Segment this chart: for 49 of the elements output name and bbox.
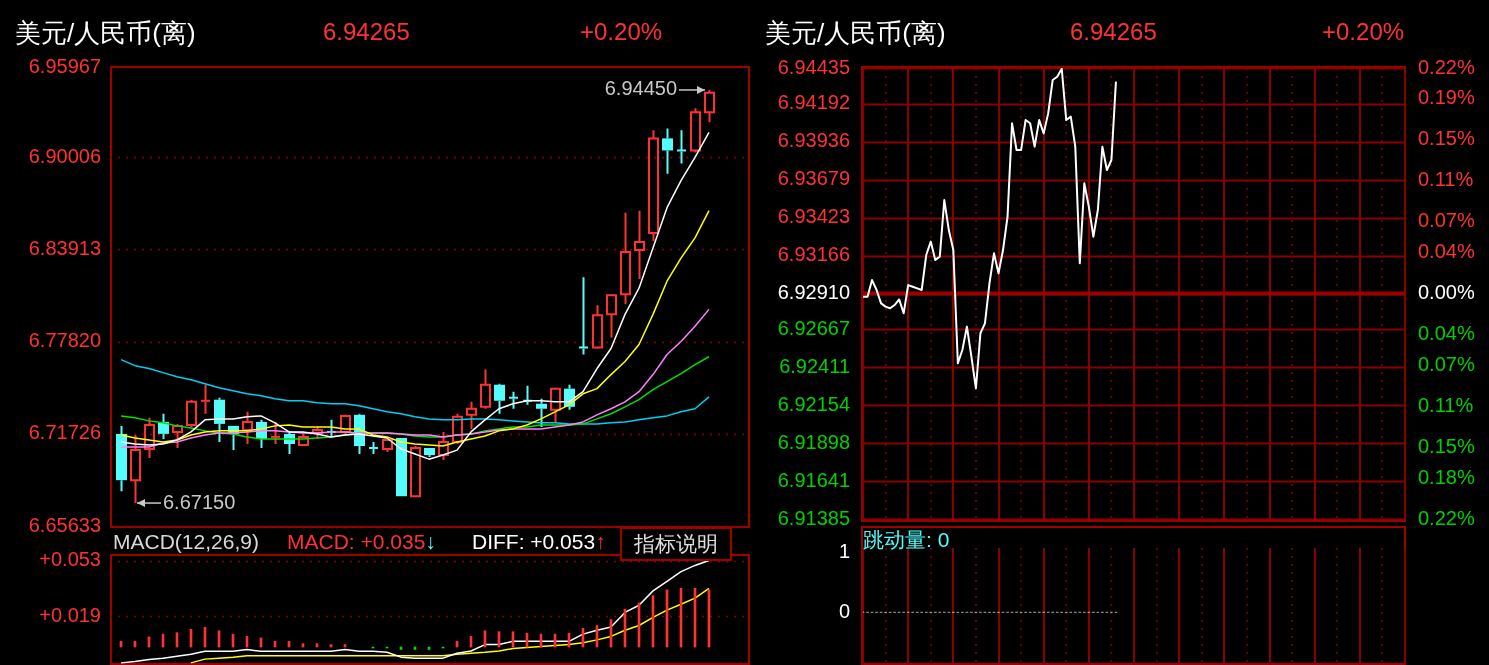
- text: +0.20%: [580, 18, 663, 46]
- y2-tick-label: 0.11%: [1418, 168, 1474, 191]
- y-tick-label: 6.92411: [779, 354, 850, 377]
- y-tick-label: +0.019: [39, 603, 101, 626]
- y2-tick-label: 0.15%: [1418, 434, 1475, 457]
- y-tick-label: 6.93936: [777, 129, 850, 152]
- y-tick-label: 6.92910: [777, 281, 850, 304]
- y-tick-label: 6.93679: [777, 167, 850, 190]
- text: 指标说明: [620, 527, 732, 561]
- y-tick-label: 6.95967: [28, 54, 101, 77]
- annotation: 6.94450: [604, 77, 677, 100]
- y-tick-label: 1: [838, 539, 850, 562]
- text: DIFF: +0.053↑: [472, 530, 606, 553]
- y2-tick-label: 0.07%: [1418, 209, 1475, 232]
- text: 6.94265: [323, 18, 410, 46]
- text: MACD: +0.035↓: [287, 530, 436, 553]
- y-tick-label: 6.94435: [777, 55, 850, 78]
- y-tick-label: 6.91385: [777, 506, 850, 529]
- y-tick-label: 6.71726: [28, 421, 101, 444]
- y-tick-label: 6.92667: [777, 316, 850, 339]
- y-tick-label: 0: [838, 599, 850, 622]
- y-tick-label: 6.91898: [777, 430, 850, 453]
- chart-title: 美元/人民币(离): [15, 17, 196, 50]
- text: 6.94265: [1070, 18, 1157, 46]
- y2-tick-label: 0.15%: [1418, 127, 1475, 150]
- annotation: 6.67150: [163, 490, 236, 513]
- y2-tick-label: 0.22%: [1418, 506, 1475, 529]
- y-tick-label: 6.65633: [28, 513, 101, 536]
- y2-tick-label: 0.07%: [1418, 352, 1475, 375]
- y-tick-label: 6.93423: [777, 205, 850, 228]
- y2-tick-label: 0.04%: [1418, 322, 1475, 345]
- annotation: 跳动量: 0: [863, 527, 950, 553]
- y2-tick-label: 0.00%: [1418, 281, 1475, 304]
- y-tick-label: 6.92154: [777, 392, 850, 415]
- chart-title: 美元/人民币(离): [765, 17, 946, 50]
- y-tick-label: 6.83913: [28, 236, 101, 259]
- y2-tick-label: 0.19%: [1418, 86, 1475, 109]
- y-tick-label: +0.053: [39, 548, 101, 571]
- y-tick-label: 6.94192: [777, 91, 850, 114]
- y-tick-label: 6.93166: [777, 243, 850, 266]
- text: MACD(12,26,9): [113, 530, 259, 554]
- y2-tick-label: 0.11%: [1418, 393, 1474, 416]
- y-tick-label: 6.91641: [777, 468, 850, 491]
- text: +0.20%: [1322, 18, 1405, 46]
- y-tick-label: 6.90006: [28, 144, 101, 167]
- y2-tick-label: 0.04%: [1418, 240, 1475, 263]
- y2-tick-label: 0.18%: [1418, 465, 1475, 488]
- y-tick-label: 6.77820: [28, 329, 101, 352]
- y2-tick-label: 0.22%: [1418, 55, 1475, 78]
